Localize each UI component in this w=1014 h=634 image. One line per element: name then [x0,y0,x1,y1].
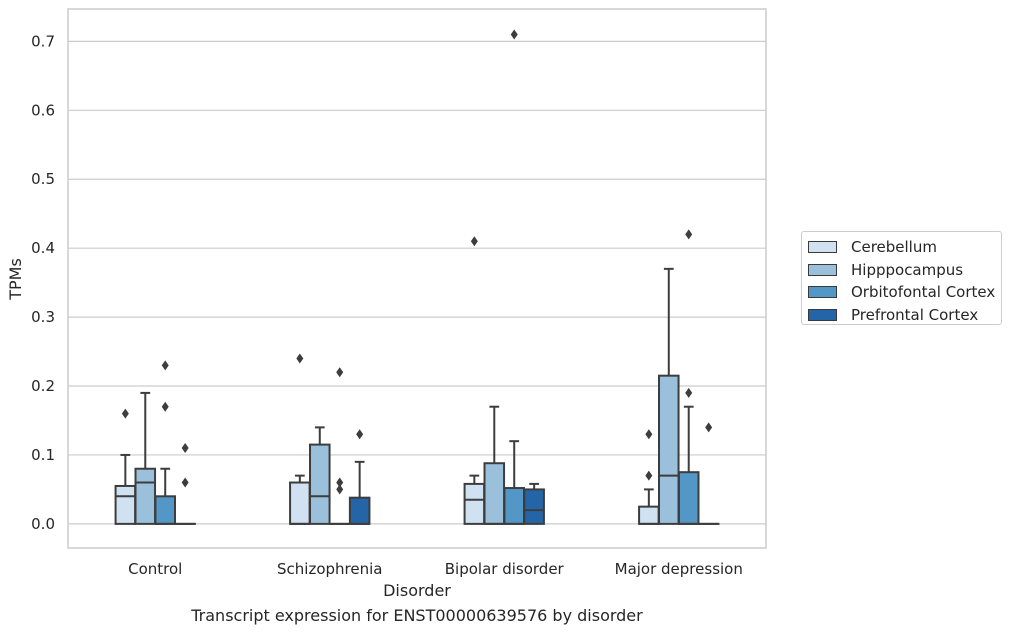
legend: Cerebellum Hipppocampus Orbitofontal Corte… [801,231,1002,325]
box-orbitofontal-cortex [503,29,525,525]
box-prefrontal-cortex [174,443,196,525]
y-tick-label: 0.3 [31,308,55,326]
outlier-point [161,401,169,412]
legend-swatch [808,308,837,321]
box-hipppocampus [134,391,157,525]
legend-item: Prefrontal Cortex [808,305,978,325]
legend-label: Cerebellum [851,238,937,256]
box-prefrontal-cortex [348,429,371,525]
outlier-point [705,422,713,433]
box-cerebellum [638,429,660,525]
box-prefrontal-cortex [523,482,545,525]
box-body [523,488,545,525]
chart-caption: Transcript expression for ENST0000063957… [191,606,643,625]
outlier-point [336,484,344,495]
legend-swatch [808,263,837,276]
legend-label: Orbitofontal Cortex [851,283,996,301]
outlier-point [336,367,344,378]
box-prefrontal-cortex [697,422,720,525]
outlier-point [645,470,653,481]
y-tick-label: 0.7 [31,32,55,50]
box-body [483,462,506,525]
outlier-point [181,443,189,454]
outlier-point [470,236,478,247]
plot-frame [67,8,767,549]
outlier-point [121,408,129,419]
x-tick-label: Schizophrenia [277,560,382,578]
box-body [677,471,700,525]
outlier-point [296,353,304,364]
box-plot-series [114,29,720,525]
outlier-point [181,477,189,488]
outlier-point [336,477,344,488]
y-tick-label: 0.1 [31,446,55,464]
box-body [348,496,371,525]
box-body [658,374,680,525]
y-tick-label: 0.4 [31,239,55,257]
legend-item: Cerebellum [808,237,937,257]
outlier-point [645,429,653,440]
box-body [463,482,486,525]
box-cerebellum [289,353,311,525]
box-orbitofontal-cortex [328,367,351,525]
x-axis-title: Disorder [383,581,451,600]
box-hipppocampus [483,405,506,525]
y-tick-label: 0.5 [31,170,55,188]
x-tick-label: Bipolar disorder [445,560,565,578]
legend-item: Orbitofontal Cortex [808,282,995,302]
box-body [154,495,176,525]
outlier-point [685,387,693,398]
box-hipppocampus [309,426,331,525]
box-body [638,505,660,525]
box-cerebellum [114,408,137,525]
box-orbitofontal-cortex [677,229,700,525]
legend-label: Prefrontal Cortex [851,305,979,324]
legend-swatch [808,241,837,253]
box-cerebellum [463,236,486,525]
y-axis-title: TPMs [6,258,25,301]
legend-label: Hipppocampus [851,260,964,279]
outlier-point [510,29,518,40]
outlier-point [685,229,693,240]
x-tick-label: Control [128,560,182,578]
box-orbitofontal-cortex [154,360,176,525]
axis-ticks: 0.0 0.1 0.2 0.3 0.4 0.5 0.6 0.7 Control Schizophr… [31,32,743,578]
legend-item: Hipppocampus [808,260,963,280]
box-hipppocampus [658,267,680,525]
y-tick-label: 0.2 [31,377,55,395]
box-body [134,467,157,525]
gridlines [68,40,766,525]
outlier-point [161,360,169,371]
y-tick-label: 0.0 [31,515,55,533]
box-body [309,443,331,525]
box-body [503,487,525,525]
x-tick-label: Major depression [615,560,743,578]
box-body [289,481,311,525]
y-tick-label: 0.6 [31,101,55,119]
legend-swatch [808,286,837,298]
box-body [114,484,137,525]
outlier-point [356,429,364,440]
